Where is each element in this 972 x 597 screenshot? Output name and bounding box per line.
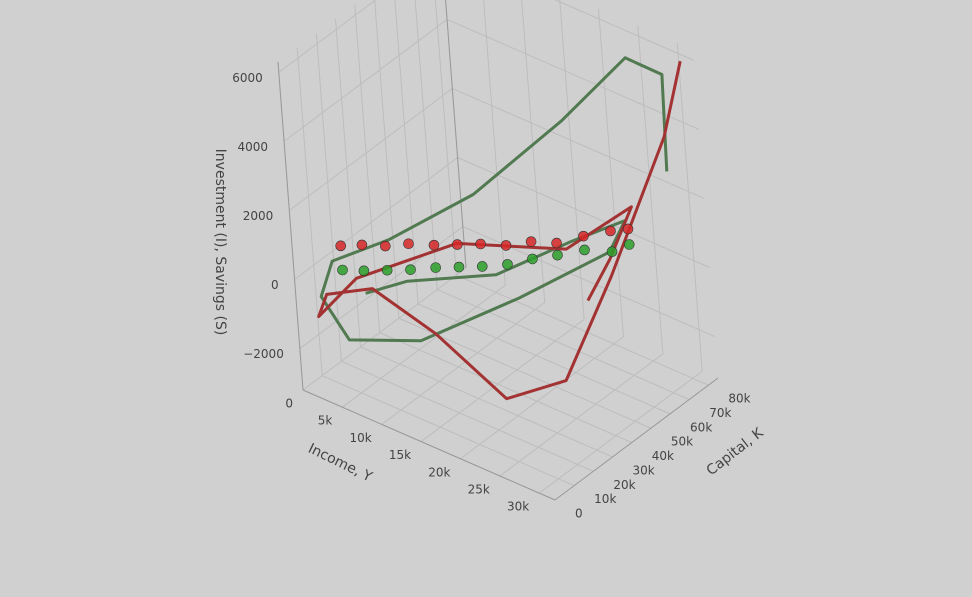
grid-line xyxy=(456,274,709,386)
y-tick-label: 50k xyxy=(671,435,693,449)
x-tick-label: 25k xyxy=(468,482,490,496)
data-point xyxy=(622,223,634,235)
z-axis-title: Investment (I), Savings (S) xyxy=(212,149,228,336)
grid-line xyxy=(446,18,700,130)
axis-line xyxy=(277,61,304,391)
data-point xyxy=(337,264,348,276)
grid-line xyxy=(296,47,323,376)
grid-line xyxy=(414,0,438,290)
y-tick-label: 60k xyxy=(690,420,712,434)
axis-line xyxy=(302,389,556,501)
x-tick-label: 0 xyxy=(285,397,293,411)
y-tick-label: 10k xyxy=(594,492,616,506)
grid-line xyxy=(341,360,594,472)
grid-line xyxy=(379,332,632,444)
data-point xyxy=(476,261,488,272)
axis-line xyxy=(445,0,467,269)
data-point xyxy=(552,249,563,261)
axis-line xyxy=(554,377,719,501)
grid-line xyxy=(420,319,585,442)
x-tick-label: 15k xyxy=(389,448,411,462)
z-tick-label: 4000 xyxy=(238,140,269,154)
y-tick-label: 30k xyxy=(633,463,655,477)
data-point xyxy=(475,238,486,250)
grid-line xyxy=(354,4,381,333)
grid-line xyxy=(452,88,705,199)
data-point xyxy=(453,261,465,273)
grid-line xyxy=(302,267,467,391)
x-tick-label: 5k xyxy=(318,414,333,428)
y-tick-label: 20k xyxy=(613,478,635,492)
grid-line xyxy=(342,284,506,408)
data-point xyxy=(551,237,562,249)
x-tick-label: 20k xyxy=(428,465,450,479)
grid-line xyxy=(676,43,703,372)
data-point xyxy=(502,259,513,270)
grid-line xyxy=(499,353,664,477)
data-point xyxy=(525,236,537,247)
grid-line xyxy=(394,0,419,304)
grid-line xyxy=(283,19,448,142)
y-tick-label: 80k xyxy=(728,392,750,406)
z-tick-label: 0 xyxy=(271,278,279,292)
grid-line xyxy=(538,370,703,494)
grid-line xyxy=(460,336,624,460)
trajectory-line xyxy=(319,56,669,343)
grid-line xyxy=(437,289,690,400)
data-point xyxy=(428,239,440,251)
data-point xyxy=(381,264,393,276)
grid-line xyxy=(483,0,506,286)
grid-line xyxy=(335,18,362,347)
data-point xyxy=(356,239,368,251)
grid-line xyxy=(637,25,664,354)
data-point xyxy=(358,265,370,277)
x-tick-label: 30k xyxy=(507,500,529,514)
grid-line xyxy=(278,0,377,73)
data-point xyxy=(500,240,512,251)
grid-line xyxy=(457,157,710,268)
data-point xyxy=(451,239,463,250)
data-point xyxy=(403,238,414,250)
data-point xyxy=(380,240,391,252)
trajectory-line xyxy=(317,60,682,401)
data-point xyxy=(527,253,538,265)
grid-line xyxy=(289,88,453,211)
data-point xyxy=(579,244,590,256)
data-point xyxy=(578,230,589,242)
grid-line xyxy=(315,33,342,362)
y-tick-label: 40k xyxy=(652,449,674,463)
grid-line xyxy=(294,157,458,280)
data-point xyxy=(605,225,616,237)
grid-line xyxy=(434,0,457,276)
grid-line xyxy=(598,8,624,337)
data-point xyxy=(405,264,416,275)
z-tick-label: 6000 xyxy=(232,71,263,85)
data-point xyxy=(623,239,635,250)
data-point xyxy=(606,246,618,257)
y-tick-label: 0 xyxy=(575,507,583,521)
grid-line xyxy=(554,0,694,61)
z-tick-label: −2000 xyxy=(243,347,284,361)
grid-line xyxy=(360,346,613,458)
x-tick-label: 10k xyxy=(350,431,372,445)
z-tick-label: 2000 xyxy=(243,209,274,223)
y-tick-label: 70k xyxy=(709,406,731,420)
grid-line xyxy=(381,301,546,425)
grid-line xyxy=(321,375,575,487)
grid-line xyxy=(559,0,585,320)
data-point xyxy=(335,240,347,252)
data-point xyxy=(430,262,442,273)
